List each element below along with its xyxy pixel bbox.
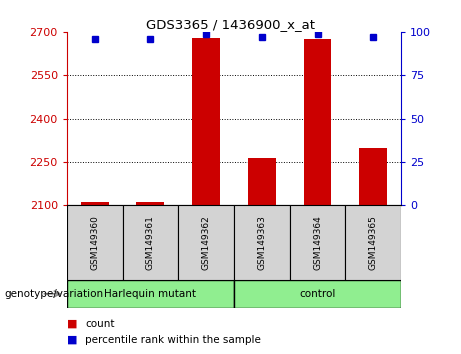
Bar [234, 205, 290, 280]
Bar [345, 205, 401, 280]
Text: GDS3365 / 1436900_x_at: GDS3365 / 1436900_x_at [146, 18, 315, 31]
Bar [192, 38, 220, 205]
Bar [136, 201, 164, 205]
Bar [234, 280, 401, 308]
Text: Harlequin mutant: Harlequin mutant [104, 289, 196, 299]
Bar [67, 205, 123, 280]
Bar [178, 205, 234, 280]
Bar [81, 201, 109, 205]
Text: count: count [85, 319, 115, 329]
Text: GSM149365: GSM149365 [369, 215, 378, 270]
Text: GSM149361: GSM149361 [146, 215, 155, 270]
Text: GSM149362: GSM149362 [201, 215, 211, 270]
Text: GSM149364: GSM149364 [313, 215, 322, 270]
Text: GSM149363: GSM149363 [257, 215, 266, 270]
Bar [67, 280, 234, 308]
Bar [248, 158, 276, 205]
Text: control: control [299, 289, 336, 299]
Bar [359, 148, 387, 205]
Bar [304, 39, 331, 205]
Text: ■: ■ [67, 335, 77, 345]
Bar [290, 205, 345, 280]
Text: GSM149360: GSM149360 [90, 215, 99, 270]
Text: genotype/variation: genotype/variation [5, 289, 104, 299]
Text: ■: ■ [67, 319, 77, 329]
Bar [123, 205, 178, 280]
Text: percentile rank within the sample: percentile rank within the sample [85, 335, 261, 345]
